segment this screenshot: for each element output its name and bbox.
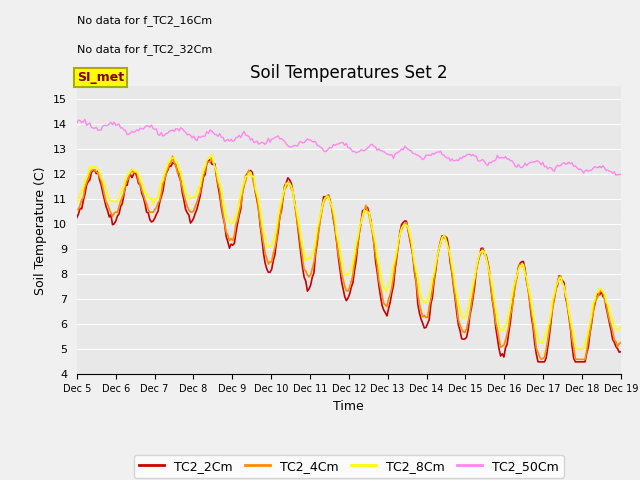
X-axis label: Time: Time — [333, 400, 364, 413]
Text: SI_met: SI_met — [77, 71, 124, 84]
Legend: TC2_2Cm, TC2_4Cm, TC2_8Cm, TC2_50Cm: TC2_2Cm, TC2_4Cm, TC2_8Cm, TC2_50Cm — [134, 455, 564, 478]
Title: Soil Temperatures Set 2: Soil Temperatures Set 2 — [250, 64, 447, 82]
Text: No data for f_TC2_16Cm: No data for f_TC2_16Cm — [77, 15, 212, 26]
Y-axis label: Soil Temperature (C): Soil Temperature (C) — [35, 166, 47, 295]
Text: No data for f_TC2_32Cm: No data for f_TC2_32Cm — [77, 44, 212, 55]
